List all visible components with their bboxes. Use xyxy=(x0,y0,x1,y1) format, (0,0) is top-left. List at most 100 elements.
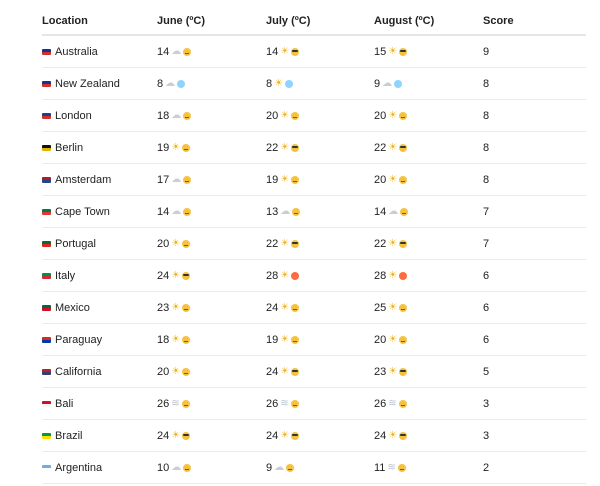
plain-face-icon xyxy=(181,399,190,408)
score-cell: 7 xyxy=(483,195,586,228)
august-temp: 9 ☁ xyxy=(374,78,403,90)
august-temp: 24 ☀ xyxy=(374,430,408,442)
august-temp: 22 ☀ xyxy=(374,142,408,154)
plain-face-icon xyxy=(183,463,192,472)
table-row: Portugal 20 ☀ 22 ☀ 22 ☀ 7 xyxy=(42,227,586,260)
sun-icon: ☀ xyxy=(171,365,181,377)
cool-face-icon xyxy=(399,239,408,248)
plain-face-icon xyxy=(399,111,408,120)
june-temp: 17 ☁ xyxy=(157,174,192,186)
august-temp: 20 ☀ xyxy=(374,173,408,186)
cool-face-icon xyxy=(291,367,300,376)
june-temp-value: 24 xyxy=(157,429,170,442)
july-temp-cell: 19 ☀ xyxy=(266,163,374,196)
sun-icon: ☀ xyxy=(388,173,398,185)
june-temp: 10 ☁ xyxy=(157,461,192,474)
plain-face-icon xyxy=(398,399,407,408)
july-temp: 22 ☀ xyxy=(266,142,300,154)
june-temp: 23 ☀ xyxy=(157,302,191,314)
july-temp: 19 ☀ xyxy=(266,334,300,346)
table-row: New Zealand 8 ☁ 8 ☀ 9 ☁ 8 xyxy=(42,67,586,100)
august-temp-cell: 23 ☀ xyxy=(374,355,483,388)
cool-face-icon xyxy=(399,367,408,376)
location-name: Berlin xyxy=(55,141,84,154)
june-temp-cell: 23 ☀ xyxy=(157,291,266,324)
flag-icon xyxy=(42,272,51,279)
flag-icon xyxy=(42,368,51,375)
table-row: Berlin 19 ☀ 22 ☀ 22 ☀ 8 xyxy=(42,131,586,164)
flag-icon xyxy=(42,112,51,119)
score-cell: 8 xyxy=(483,163,586,196)
cool-face-icon xyxy=(399,431,408,440)
july-temp-cell: 22 ☀ xyxy=(266,227,374,260)
cool-face-icon xyxy=(291,143,300,152)
location-cell: Cape Town xyxy=(42,195,157,228)
august-temp: 25 ☀ xyxy=(374,302,408,314)
cloud-icon: ☁ xyxy=(388,205,399,217)
table-row: Mexico 23 ☀ 24 ☀ 25 ☀ 6 xyxy=(42,291,586,324)
june-temp-cell: 24 ☀ xyxy=(157,259,266,292)
august-temp-value: 26 xyxy=(374,397,387,410)
score-cell: 9 xyxy=(483,35,586,68)
july-temp: 26 ≋ xyxy=(266,398,299,410)
july-temp-cell: 9 ☁ xyxy=(266,451,374,484)
june-temp: 8 ☁ xyxy=(157,78,186,90)
header-july: July (ºC) xyxy=(266,8,374,36)
flag-icon xyxy=(42,208,51,215)
cold-face-icon xyxy=(177,79,186,88)
plain-face-icon xyxy=(399,175,408,184)
july-temp-value: 8 xyxy=(266,77,273,90)
location-name: Cape Town xyxy=(55,205,110,218)
june-temp-value: 20 xyxy=(157,237,170,250)
july-temp-value: 9 xyxy=(266,461,273,474)
sun-icon: ☀ xyxy=(388,269,398,281)
score-cell: 6 xyxy=(483,259,586,292)
plain-face-icon xyxy=(286,463,295,472)
sun-icon: ☀ xyxy=(280,429,290,441)
june-temp-value: 24 xyxy=(157,269,170,282)
plain-face-icon xyxy=(291,335,300,344)
plain-face-icon xyxy=(291,175,300,184)
july-temp-value: 19 xyxy=(266,173,279,186)
table-row: Argentina 10 ☁ 9 ☁ 11 ≋ 2 xyxy=(42,451,586,484)
flag-icon xyxy=(42,304,51,311)
cloud-icon: ☁ xyxy=(171,45,182,57)
july-temp: 24 ☀ xyxy=(266,366,300,378)
july-temp: 24 ☀ xyxy=(266,429,300,442)
june-temp-cell: 19 ☀ xyxy=(157,131,266,164)
plain-face-icon xyxy=(182,335,191,344)
june-temp: 19 ☀ xyxy=(157,141,191,154)
sun-icon: ☀ xyxy=(171,141,181,153)
august-temp-value: 23 xyxy=(374,365,387,378)
august-temp: 22 ☀ xyxy=(374,238,408,250)
plain-face-icon xyxy=(292,207,301,216)
cloud-icon: ☁ xyxy=(171,461,182,473)
sun-icon: ☀ xyxy=(280,269,290,281)
august-temp: 28 ☀ xyxy=(374,269,408,282)
august-temp-value: 20 xyxy=(374,109,387,122)
july-temp: 9 ☁ xyxy=(266,461,295,474)
june-temp-cell: 26 ≋ xyxy=(157,387,266,420)
sun-icon: ☀ xyxy=(280,173,290,185)
score-cell: 6 xyxy=(483,291,586,324)
cool-face-icon xyxy=(182,271,191,280)
june-temp-value: 10 xyxy=(157,461,170,474)
header-location: Location xyxy=(42,8,157,36)
august-temp: 11 ≋ xyxy=(374,462,406,474)
location-name: Argentina xyxy=(55,461,103,474)
table-row: Australia 14 ☁ 14 ☀ 15 ☀ 9 xyxy=(42,35,586,68)
july-temp-cell: 20 ☀ xyxy=(266,99,374,132)
location-cell: Amsterdam xyxy=(42,163,157,196)
july-temp-cell: 28 ☀ xyxy=(266,259,374,292)
plain-face-icon xyxy=(399,335,408,344)
august-temp-cell: 20 ☀ xyxy=(374,99,483,132)
flag-icon xyxy=(42,240,51,247)
score-cell: 8 xyxy=(483,99,586,132)
june-temp-cell: 8 ☁ xyxy=(157,67,266,100)
july-temp-value: 13 xyxy=(266,205,279,218)
cloud-icon: ☁ xyxy=(171,205,182,217)
location-cell: Berlin xyxy=(42,131,157,164)
july-temp-value: 14 xyxy=(266,45,279,58)
july-temp-cell: 22 ☀ xyxy=(266,131,374,164)
august-temp-cell: 14 ☁ xyxy=(374,195,483,228)
